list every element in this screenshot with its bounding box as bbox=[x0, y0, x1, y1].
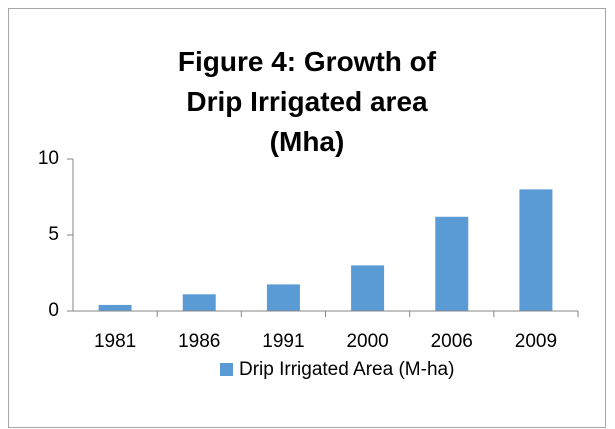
y-tick-label: 10 bbox=[38, 148, 59, 169]
bar bbox=[182, 294, 216, 311]
bar bbox=[435, 216, 469, 311]
bar bbox=[351, 265, 385, 311]
x-tick-label: 1981 bbox=[94, 331, 136, 352]
bar bbox=[266, 284, 300, 311]
bar bbox=[98, 304, 132, 311]
x-tick-label: 2000 bbox=[346, 331, 388, 352]
y-tick-label: 5 bbox=[48, 224, 59, 245]
x-tick-label: 2009 bbox=[515, 331, 557, 352]
legend-swatch bbox=[220, 363, 233, 376]
x-tick-label: 1991 bbox=[262, 331, 304, 352]
chart-title: Figure 4: Growth of Drip Irrigated area … bbox=[177, 46, 437, 157]
bar bbox=[519, 189, 553, 311]
x-tick-label: 1986 bbox=[178, 331, 220, 352]
chart-frame bbox=[8, 8, 606, 428]
legend-label: Drip Irrigated Area (M-ha) bbox=[239, 359, 454, 380]
y-tick-label: 0 bbox=[48, 300, 59, 321]
x-tick-label: 2006 bbox=[431, 331, 473, 352]
